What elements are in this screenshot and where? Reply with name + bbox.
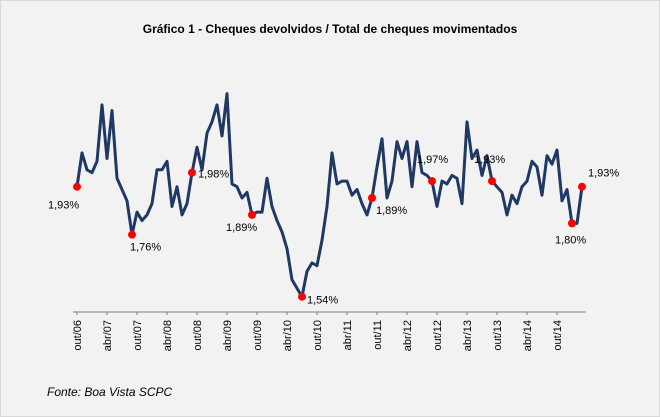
source-note: Fonte: Boa Vista SCPC [47,385,173,399]
data-label: 1,76% [130,242,161,254]
data-label-group: 1,93% 1,76% 1,98% 1,89% 1,54% 1,89% 1,97% 1,93%… [48,154,619,307]
x-tick-labels: out/06 abr/07 out/07 abr/08 out/08 abr/09 out/… [72,312,564,351]
x-tick-label: abr/11 [342,320,354,350]
data-marker [368,194,376,202]
x-tick-label: abr/07 [102,320,114,351]
x-tick-label: out/06 [72,320,84,351]
data-marker [188,168,196,177]
data-marker [428,177,436,186]
data-marker [73,182,81,191]
data-label: 1,80% [555,234,586,246]
data-marker [128,230,136,239]
chart-title: Gráfico 1 - Cheques devolvidos / Total d… [142,22,518,36]
x-tick-label: out/12 [432,320,444,351]
x-tick-label: abr/13 [462,320,474,351]
data-label: 1,93% [588,168,619,180]
data-label: 1,93% [474,154,505,166]
data-label: 1,89% [376,205,407,217]
data-label: 1,54% [307,295,338,307]
x-tick-label: abr/14 [522,320,534,351]
marker-group [73,168,586,301]
x-tick-label: out/08 [192,320,204,351]
x-tick-label: out/13 [492,320,504,351]
data-marker [488,177,496,186]
data-marker [248,210,256,219]
x-tick-label: out/07 [132,320,144,351]
x-tick-label: abr/09 [222,320,234,351]
data-label: 1,89% [226,222,257,234]
series-line-group [75,92,584,299]
data-label: 1,93% [48,200,79,212]
x-tick-label: abr/12 [402,320,414,351]
x-tick-label: abr/08 [162,320,174,351]
x-tick-label: out/11 [372,320,384,350]
data-marker [578,182,586,191]
data-marker [568,219,576,228]
x-tick-label: out/09 [252,320,264,351]
data-label: 1,97% [417,154,448,166]
series-line [75,92,584,299]
x-tick-label: out/10 [312,320,324,351]
data-marker [298,292,306,301]
x-tick-label: out/14 [552,320,564,351]
x-tick-label: abr/10 [282,320,294,351]
data-label: 1,98% [198,169,229,181]
